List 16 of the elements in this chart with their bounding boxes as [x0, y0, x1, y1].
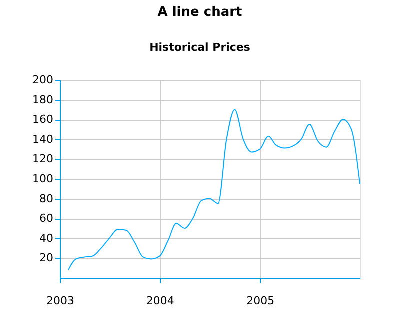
y-tick-label: 100 — [32, 172, 54, 186]
y-tick-label: 20 — [40, 252, 54, 265]
x-tick-label: 2004 — [146, 294, 174, 308]
x-tick-label: 2003 — [46, 294, 74, 308]
y-tick-label: 120 — [32, 152, 54, 166]
y-tick-label: 160 — [32, 113, 54, 126]
text: A line chart — [158, 5, 242, 20]
y-tick-label: 60 — [40, 212, 54, 226]
chart-title: Historical Prices — [150, 41, 251, 54]
y-tick-label: 140 — [32, 132, 54, 146]
y-tick-label: 180 — [32, 93, 54, 106]
y-tick-label: 200 — [32, 74, 54, 86]
y-tick-label: 80 — [40, 192, 54, 206]
x-tick-label: 2005 — [246, 294, 275, 308]
y-tick-label: 40 — [40, 232, 54, 245]
line-series — [68, 109, 360, 271]
